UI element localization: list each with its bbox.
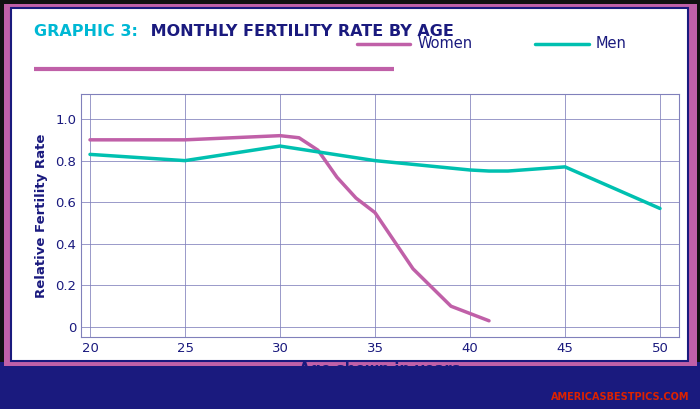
Text: MONTHLY FERTILITY RATE BY AGE: MONTHLY FERTILITY RATE BY AGE bbox=[145, 24, 454, 39]
Bar bbox=[10, 8, 688, 361]
Y-axis label: Relative Fertility Rate: Relative Fertility Rate bbox=[36, 134, 48, 298]
Bar bbox=[4, 4, 696, 366]
Text: Women: Women bbox=[417, 36, 473, 51]
Bar bbox=[0, 362, 700, 409]
Text: Men: Men bbox=[595, 36, 626, 51]
X-axis label: Age shown in years: Age shown in years bbox=[299, 362, 461, 377]
Text: GRAPHIC 3:: GRAPHIC 3: bbox=[34, 24, 138, 39]
Bar bbox=[10, 8, 688, 361]
Text: AMERICASBESTPICS.COM: AMERICASBESTPICS.COM bbox=[551, 392, 690, 402]
